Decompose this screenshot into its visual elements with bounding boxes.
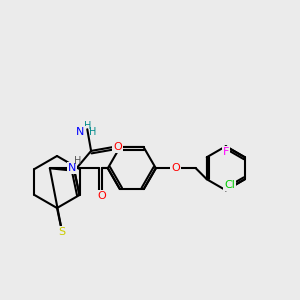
Text: H: H [88,127,96,137]
Text: O: O [98,191,106,201]
Text: N: N [76,127,85,137]
Text: H: H [74,156,82,166]
Text: O: O [113,142,122,152]
Text: H: H [84,121,91,131]
Text: S: S [58,227,66,237]
Text: F: F [223,147,229,157]
Text: Cl: Cl [224,180,235,190]
Text: N: N [68,163,76,173]
Text: O: O [171,163,180,173]
